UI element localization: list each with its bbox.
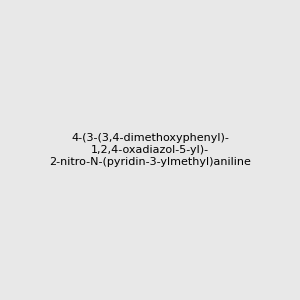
Text: 4-(3-(3,4-dimethoxyphenyl)-
1,2,4-oxadiazol-5-yl)-
2-nitro-N-(pyridin-3-ylmethyl: 4-(3-(3,4-dimethoxyphenyl)- 1,2,4-oxadia… [49,134,251,166]
